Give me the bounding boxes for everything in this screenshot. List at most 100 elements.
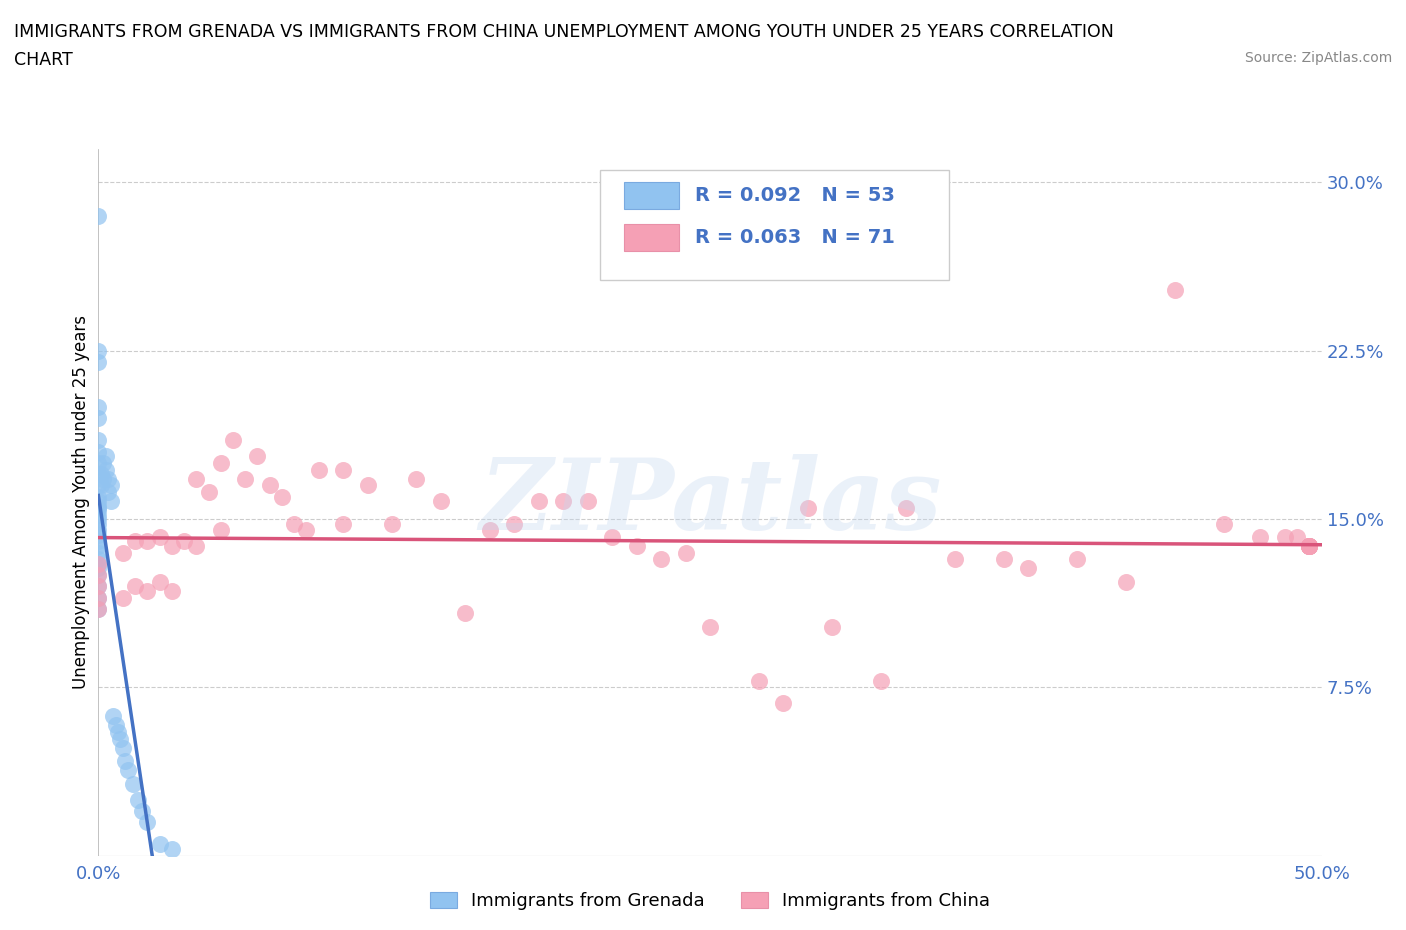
Point xyxy=(650,552,672,567)
Point xyxy=(124,578,146,593)
Point xyxy=(94,449,117,464)
Point xyxy=(233,472,256,486)
Point xyxy=(117,763,139,777)
Point xyxy=(209,523,232,538)
Point xyxy=(97,485,120,499)
Point xyxy=(87,591,110,605)
Point xyxy=(1298,538,1320,553)
Point xyxy=(87,527,110,542)
Point xyxy=(91,456,114,471)
Point xyxy=(87,512,110,526)
Point xyxy=(94,462,117,477)
FancyBboxPatch shape xyxy=(600,170,949,280)
Point xyxy=(1286,529,1309,544)
Point xyxy=(675,545,697,560)
Point xyxy=(100,494,122,509)
Text: R = 0.063   N = 71: R = 0.063 N = 71 xyxy=(696,229,896,247)
Point xyxy=(87,343,110,358)
Point xyxy=(186,472,208,486)
Point xyxy=(553,494,575,509)
Point xyxy=(503,516,526,531)
Bar xyxy=(624,224,679,251)
Point xyxy=(104,718,127,733)
Point xyxy=(699,619,721,634)
Point xyxy=(295,523,318,538)
Point xyxy=(87,561,110,576)
Point xyxy=(87,478,110,493)
Point xyxy=(87,507,110,522)
Point xyxy=(87,552,110,567)
Point xyxy=(111,740,134,755)
Point xyxy=(149,575,172,590)
Point xyxy=(149,837,172,852)
Point xyxy=(1298,538,1320,553)
Point xyxy=(87,556,110,571)
Point xyxy=(527,494,550,509)
Point xyxy=(600,529,623,544)
Point xyxy=(121,777,143,791)
Point xyxy=(87,556,110,571)
Point xyxy=(87,445,110,459)
Point xyxy=(87,489,110,504)
Point xyxy=(87,523,110,538)
Point xyxy=(110,732,132,747)
Y-axis label: Unemployment Among Youth under 25 years: Unemployment Among Youth under 25 years xyxy=(72,315,90,689)
Point xyxy=(87,208,110,223)
Text: IMMIGRANTS FROM GRENADA VS IMMIGRANTS FROM CHINA UNEMPLOYMENT AMONG YOUTH UNDER : IMMIGRANTS FROM GRENADA VS IMMIGRANTS FR… xyxy=(14,23,1114,41)
Point xyxy=(197,485,219,499)
Point xyxy=(943,552,966,567)
Point xyxy=(405,472,427,486)
Point xyxy=(87,500,110,515)
Point xyxy=(356,478,378,493)
Point xyxy=(283,516,305,531)
Point xyxy=(87,411,110,426)
Point xyxy=(87,567,110,582)
Point xyxy=(308,462,330,477)
Point xyxy=(870,673,893,688)
Point xyxy=(259,478,281,493)
Point xyxy=(87,591,110,605)
Point xyxy=(1298,538,1320,553)
Point xyxy=(821,619,844,634)
Point xyxy=(87,433,110,448)
Point xyxy=(160,842,183,857)
Point xyxy=(1164,283,1187,298)
Point xyxy=(136,815,159,830)
Point xyxy=(87,502,110,517)
Point xyxy=(124,534,146,549)
Point xyxy=(626,538,648,553)
Point xyxy=(87,545,110,560)
Point xyxy=(772,696,794,711)
Point xyxy=(90,478,112,493)
Point xyxy=(100,478,122,493)
Point xyxy=(91,472,114,486)
Point xyxy=(173,534,195,549)
Point xyxy=(209,456,232,471)
Point xyxy=(87,467,110,482)
Point xyxy=(332,462,354,477)
Point xyxy=(87,538,110,553)
Point xyxy=(1274,529,1296,544)
Point xyxy=(90,467,112,482)
Point xyxy=(1298,538,1320,553)
Point xyxy=(87,578,110,593)
Point xyxy=(1298,538,1320,553)
Text: R = 0.092   N = 53: R = 0.092 N = 53 xyxy=(696,186,896,205)
Point xyxy=(1298,538,1320,553)
Point xyxy=(127,792,149,807)
Point xyxy=(246,449,269,464)
Point xyxy=(748,673,770,688)
Point xyxy=(87,516,110,531)
Point xyxy=(332,516,354,531)
Point xyxy=(894,500,917,515)
Point xyxy=(131,804,153,818)
Point xyxy=(97,472,120,486)
Point xyxy=(160,583,183,598)
Point xyxy=(87,494,110,509)
Point xyxy=(186,538,208,553)
Point xyxy=(136,534,159,549)
Point xyxy=(1249,529,1271,544)
Point xyxy=(270,489,294,504)
Text: CHART: CHART xyxy=(14,51,73,69)
Point xyxy=(1212,516,1234,531)
